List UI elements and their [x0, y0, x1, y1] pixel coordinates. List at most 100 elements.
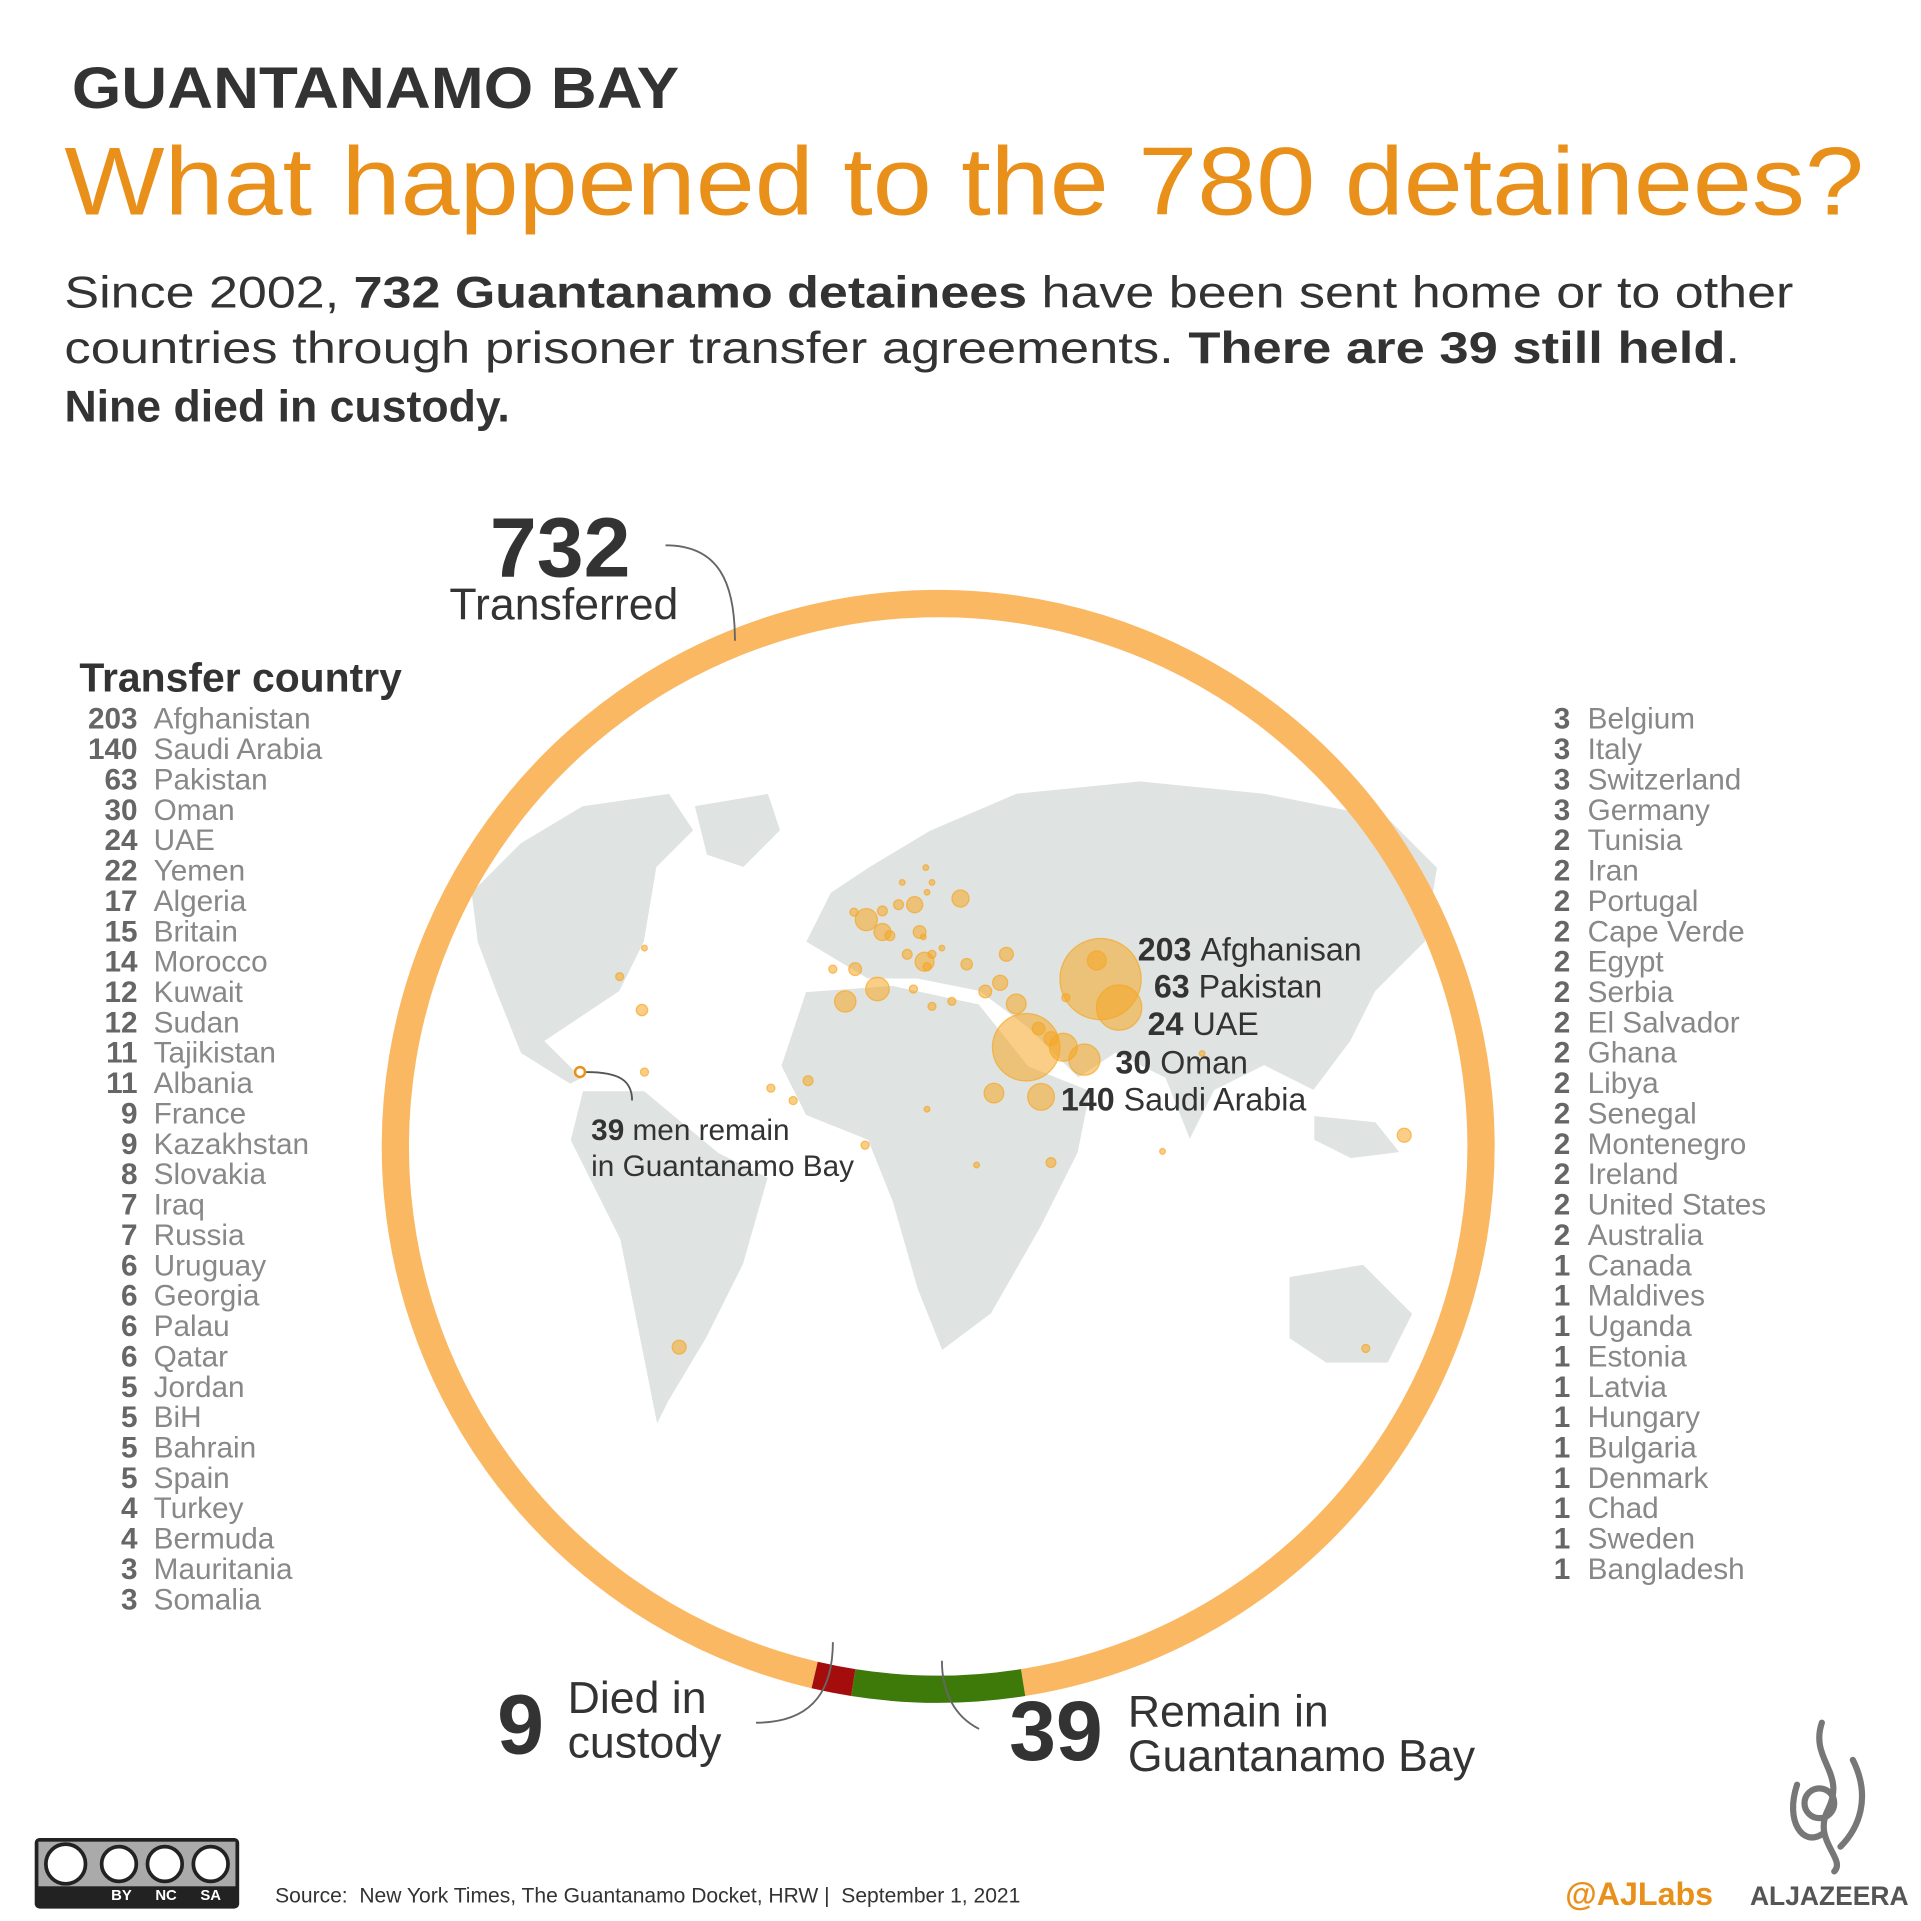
country-bubble — [927, 1001, 937, 1012]
intro-run: Since 2002, — [64, 268, 353, 317]
country-name: Chad — [1588, 1492, 1659, 1525]
country-count: 1 — [1554, 1340, 1571, 1373]
map-label-gap — [1151, 1044, 1160, 1080]
country-count: 5 — [121, 1371, 138, 1404]
country-count: 2 — [1554, 976, 1571, 1009]
country-bubble — [1005, 993, 1027, 1015]
intro-run: 732 Guantanamo detainees — [354, 268, 1028, 317]
country-count: 1 — [1554, 1371, 1571, 1404]
country-name: Afghanistan — [154, 703, 311, 736]
country-count: 24 — [104, 824, 138, 857]
segment-label-box: Transferred — [449, 582, 679, 630]
country-count: 2 — [1554, 1189, 1571, 1222]
country-bubble — [960, 957, 974, 971]
country-name: Albania — [154, 1067, 254, 1100]
donut — [381, 590, 1495, 1703]
segment-value: 732 — [490, 500, 631, 594]
country-count: 1 — [1554, 1462, 1571, 1495]
country-count: 22 — [104, 855, 137, 888]
country-count: 5 — [121, 1401, 138, 1434]
country-bubble — [1045, 1156, 1057, 1169]
country-count: 12 — [104, 1006, 137, 1039]
connector — [665, 544, 736, 641]
country-count: 1 — [1554, 1280, 1571, 1313]
country-bubble — [1396, 1127, 1412, 1143]
country-bubble — [901, 948, 913, 960]
country-count: 6 — [121, 1310, 138, 1343]
title: What happened to the 780 detainees? — [64, 127, 1864, 235]
country-name: Egypt — [1588, 946, 1665, 979]
connector — [940, 1660, 980, 1730]
country-count: 11 — [106, 1067, 137, 1100]
map-label: 24 UAE — [1148, 1006, 1259, 1042]
country-name: Yemen — [154, 855, 245, 888]
intro-run: have been sent home or to other — [1027, 268, 1793, 317]
license-label: BY — [111, 1888, 132, 1904]
country-name: Italy — [1588, 733, 1643, 766]
map-label-gap — [1190, 969, 1199, 1005]
country-count: 2 — [1554, 1219, 1571, 1252]
country-bubble — [919, 933, 927, 941]
bubbles — [615, 864, 1412, 1355]
country-bubble — [865, 976, 890, 1002]
country-count: 2 — [1554, 855, 1571, 888]
country-bubble — [848, 962, 863, 977]
country-name: Morocco — [154, 946, 268, 979]
segment-label: Remain in Guantanamo Bay — [1127, 1689, 1476, 1781]
country-name: Somalia — [154, 1583, 262, 1616]
country-name: Libya — [1588, 1067, 1660, 1100]
country-name: Australia — [1588, 1219, 1704, 1252]
country-bubble — [640, 944, 648, 952]
country-count: 15 — [104, 915, 137, 948]
ring-segment — [811, 1661, 856, 1697]
country-name: Jordan — [154, 1371, 245, 1404]
segment-value: 39 — [1009, 1684, 1103, 1778]
country-bubble — [978, 984, 993, 999]
country-bubble — [905, 896, 924, 914]
map-label-name: UAE — [1192, 1006, 1258, 1042]
country-name: Bulgaria — [1588, 1431, 1698, 1464]
country-bubble — [854, 907, 878, 932]
license-label: NC — [155, 1888, 177, 1904]
country-bubble — [833, 990, 857, 1013]
country-bubble — [1043, 1030, 1059, 1047]
country-count: 1 — [1554, 1310, 1571, 1343]
brand: ALJAZEERA — [1750, 1880, 1909, 1911]
license-badge — [34, 1837, 240, 1909]
country-name: Russia — [154, 1219, 245, 1252]
country-bubble — [615, 971, 625, 982]
country-name: El Salvador — [1588, 1006, 1740, 1039]
country-bubble — [1159, 1147, 1166, 1155]
country-bubble — [1027, 1082, 1056, 1111]
country-name: UAE — [154, 824, 215, 857]
map-label-value: 140 — [1061, 1081, 1115, 1117]
country-bubble — [1361, 1343, 1371, 1354]
country-count: 6 — [121, 1249, 138, 1282]
country-name: Uruguay — [154, 1249, 267, 1282]
map-label: 63 Pakistan — [1154, 969, 1322, 1005]
country-bubble — [928, 878, 936, 886]
country-name: Georgia — [154, 1280, 260, 1313]
country-count: 2 — [1554, 1158, 1571, 1191]
country-name: Belgium — [1588, 703, 1695, 736]
country-bubble — [947, 996, 957, 1007]
country-bubble — [938, 944, 946, 952]
country-bubble — [876, 905, 888, 917]
intro-run: Nine died in custody. — [64, 382, 509, 431]
country-count: 4 — [121, 1492, 138, 1525]
country-bubble — [892, 899, 905, 911]
segment-label: Transferred — [449, 582, 679, 630]
country-count: 1 — [1554, 1249, 1571, 1282]
country-name: Qatar — [154, 1340, 228, 1373]
country-bubble — [849, 907, 859, 917]
country-count: 12 — [104, 976, 137, 1009]
map-label-gap — [1115, 1081, 1124, 1117]
license-labels: BY NC SA — [111, 1888, 221, 1904]
country-name: Mauritania — [154, 1553, 293, 1586]
country-count: 30 — [104, 794, 137, 827]
country-name: Canada — [1588, 1249, 1693, 1282]
country-name: France — [154, 1097, 247, 1130]
country-bubble — [884, 930, 896, 942]
country-bubble — [860, 1140, 870, 1150]
country-bubble — [908, 984, 919, 994]
